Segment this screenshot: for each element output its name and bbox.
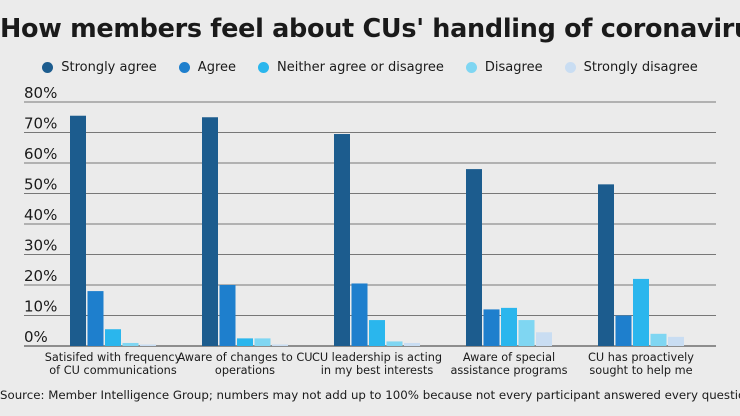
- bar: [615, 315, 632, 346]
- legend-swatch: [258, 62, 269, 73]
- bar: [122, 342, 139, 346]
- y-tick-label: 0%: [24, 328, 48, 346]
- y-tick-label: 60%: [24, 145, 57, 163]
- y-tick-label: 50%: [24, 176, 57, 194]
- y-tick-label: 20%: [24, 267, 57, 285]
- x-tick-label: in my best interests: [321, 364, 434, 377]
- bar: [334, 134, 350, 346]
- bar: [598, 184, 614, 346]
- bar: [633, 278, 649, 346]
- legend-item: Disagree: [465, 60, 543, 75]
- bar: [202, 117, 218, 346]
- bar: [369, 320, 385, 346]
- bar: [650, 333, 667, 346]
- legend-label: Agree: [197, 60, 236, 75]
- x-tick-label: of CU communications: [49, 364, 177, 377]
- y-tick-label: 30%: [24, 237, 57, 255]
- bar: [140, 344, 156, 346]
- bar: [254, 338, 271, 346]
- legend-swatch: [178, 62, 190, 73]
- y-tick-label: 70%: [24, 115, 57, 133]
- x-tick-label: Aware of special: [463, 351, 555, 364]
- bar: [404, 342, 420, 346]
- bar: [518, 320, 535, 346]
- x-tick-label: operations: [215, 364, 275, 377]
- chart-title: How members feel about CUs' handling of …: [0, 14, 740, 44]
- bar: [70, 115, 86, 346]
- legend: Strongly agree Agree Neither agree or disa…: [0, 60, 740, 75]
- x-tick-label: Aware of changes to CU: [178, 351, 313, 364]
- legend-item: Strongly disagree: [564, 60, 698, 75]
- bar: [105, 329, 121, 346]
- x-tick-label: CU leadership is acting: [312, 351, 442, 364]
- legend-item: Strongly agree: [42, 60, 157, 75]
- source-note: Source: Member Intelligence Group; numbe…: [0, 388, 740, 402]
- bar: [501, 307, 517, 346]
- y-tick-label: 10%: [24, 298, 57, 316]
- bar: [272, 344, 288, 346]
- x-tick-label: sought to help me: [589, 364, 692, 377]
- bar: [351, 283, 368, 346]
- legend-swatch: [465, 62, 477, 73]
- legend-swatch: [564, 62, 576, 73]
- legend-item: Neither agree or disagree: [258, 60, 444, 75]
- legend-label: Neither agree or disagree: [277, 60, 444, 75]
- bar: [466, 169, 482, 346]
- legend-label: Strongly disagree: [583, 60, 698, 75]
- y-tick-label: 80%: [24, 84, 57, 102]
- bar: [87, 291, 104, 346]
- bar: [237, 338, 253, 346]
- y-tick-label: 40%: [24, 206, 57, 224]
- x-tick-label: CU has proactively: [588, 351, 694, 364]
- bar: [219, 285, 236, 346]
- bar: [386, 341, 403, 346]
- legend-label: Disagree: [484, 60, 543, 75]
- bar: [483, 309, 500, 346]
- x-tick-label: Satisifed with frequency: [45, 351, 182, 364]
- legend-swatch: [42, 62, 54, 73]
- x-tick-label: assistance programs: [450, 364, 567, 377]
- legend-item: Agree: [178, 60, 236, 75]
- legend-label: Strongly agree: [61, 60, 157, 75]
- bar: [536, 332, 552, 346]
- bar: [668, 336, 684, 346]
